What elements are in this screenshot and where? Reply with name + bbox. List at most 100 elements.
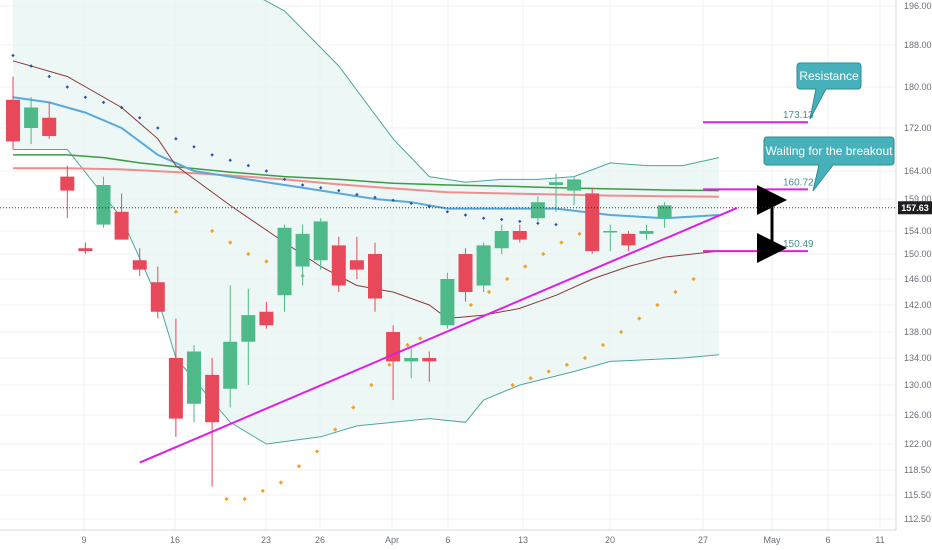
candle-down xyxy=(42,117,57,137)
psar-dot-blue xyxy=(174,137,178,141)
y-tick-label: 188.00 xyxy=(904,40,932,50)
price-level-label: 173.13 xyxy=(783,110,814,121)
candle-up xyxy=(657,205,672,219)
candle-down xyxy=(259,311,274,326)
bollinger-upper-band xyxy=(263,0,720,183)
psar-dot-blue xyxy=(138,116,142,120)
psar-dot-orange xyxy=(278,480,284,485)
candle-down xyxy=(60,176,75,191)
support-trendline[interactable] xyxy=(139,207,738,464)
y-tick-label: 154.00 xyxy=(904,226,932,236)
candle-down xyxy=(6,99,20,142)
psar-dot-orange xyxy=(264,259,269,264)
psar-dot-orange xyxy=(418,336,423,341)
candle-up xyxy=(549,182,563,185)
psar-dot-orange xyxy=(405,342,410,348)
candle-down xyxy=(349,260,364,270)
candle-down xyxy=(585,193,600,252)
psar-dot-orange xyxy=(246,251,251,257)
y-tick-label: 150.00 xyxy=(904,249,932,259)
x-tick-label: 26 xyxy=(315,535,325,545)
psar-dot-orange xyxy=(173,209,179,214)
candle-up xyxy=(187,351,201,404)
resistance-callout-text: Resistance xyxy=(799,69,859,83)
psar-dot-orange xyxy=(369,382,374,388)
psar-dot-orange xyxy=(333,427,338,432)
candle-down xyxy=(132,260,147,270)
y-tick-label: 196.00 xyxy=(904,1,932,11)
breakout-callout-bubble xyxy=(763,136,895,192)
psar-dot-orange xyxy=(510,382,515,388)
psar-dot-orange xyxy=(486,289,492,295)
y-axis: 196.00 188.00 180.00 172.00 164.00 159.00 154.… xyxy=(895,0,932,530)
psar-dot-orange xyxy=(582,355,588,361)
resistance-callout[interactable]: Resistance xyxy=(796,62,862,120)
candle-down xyxy=(78,248,93,252)
candle-down xyxy=(621,233,636,246)
breakout-callout-text: Waiting for the breakout xyxy=(766,144,894,158)
candle-down xyxy=(422,358,437,362)
x-tick-label: 16 xyxy=(170,535,180,545)
psar-dot-blue xyxy=(192,145,196,149)
candle-up xyxy=(24,107,39,128)
ma-fast-line xyxy=(12,60,719,320)
candle-up xyxy=(96,185,111,225)
psar-dot-blue xyxy=(536,221,540,226)
candle-up xyxy=(530,202,545,219)
y-tick-label: 112.50 xyxy=(904,514,931,524)
candle-up xyxy=(223,341,238,389)
candle-down xyxy=(512,231,527,240)
psar-dot-orange xyxy=(228,240,233,245)
psar-dot-orange xyxy=(600,342,606,348)
x-axis: 9 16 23 26 Apr 6 13 20 27 May 6 11 xyxy=(0,529,896,545)
x-tick-label: 11 xyxy=(875,535,884,545)
y-tick-label: 142.00 xyxy=(904,300,932,310)
psar-dot-blue xyxy=(228,158,232,162)
candle-up xyxy=(476,245,491,286)
y-tick-label: 159.00 xyxy=(904,194,932,204)
psar-dot-orange xyxy=(619,329,624,335)
candle-down xyxy=(168,358,183,419)
candle-up xyxy=(639,231,654,234)
psar-dot-blue xyxy=(518,219,522,224)
candle-up xyxy=(404,358,419,362)
psar-dot-orange xyxy=(468,302,474,308)
candle-up xyxy=(313,221,328,261)
x-tick-label: 6 xyxy=(825,535,830,545)
psar-dot-orange xyxy=(577,231,582,236)
candle-up xyxy=(603,231,618,233)
current-price-tag: 157.63 xyxy=(898,201,932,215)
psar-dot-blue xyxy=(355,192,359,197)
x-tick-label: 13 xyxy=(518,535,528,545)
psar-dot-blue xyxy=(119,105,124,110)
candle-up xyxy=(440,279,455,326)
y-tick-label: 180.00 xyxy=(904,82,932,92)
y-tick-label: 130.00 xyxy=(904,380,932,390)
psar-dot-blue xyxy=(554,222,558,227)
psar-dot-blue xyxy=(337,188,341,193)
psar-dot-orange xyxy=(505,276,510,282)
breakout-callout[interactable]: Waiting for the breakout xyxy=(763,136,895,192)
candle-up xyxy=(277,227,292,296)
psar-dot-orange xyxy=(209,228,215,234)
candle-down xyxy=(205,374,220,423)
y-tick-label: 134.00 xyxy=(904,353,932,363)
candle-up xyxy=(494,231,509,249)
psar-dot-orange xyxy=(523,264,528,269)
current-price-tag-bg xyxy=(898,201,932,215)
price-levels: 173.13 160.72 150.49 xyxy=(703,110,814,253)
psar-dot-orange xyxy=(559,240,564,245)
x-tick-label: 27 xyxy=(698,535,708,545)
psar-dot-orange xyxy=(528,376,533,381)
psar-dot-orange xyxy=(351,405,356,410)
current-price-tag-text: 157.63 xyxy=(901,203,929,213)
candle-down xyxy=(150,282,165,312)
psar-dot-blue xyxy=(83,95,88,99)
candle-down xyxy=(368,254,382,299)
psar-dot-orange xyxy=(387,362,392,367)
candle-up xyxy=(295,233,310,267)
psar-dot-orange xyxy=(242,496,247,502)
psar-dot-orange xyxy=(260,488,265,493)
y-tick-label: 138.00 xyxy=(904,327,932,337)
